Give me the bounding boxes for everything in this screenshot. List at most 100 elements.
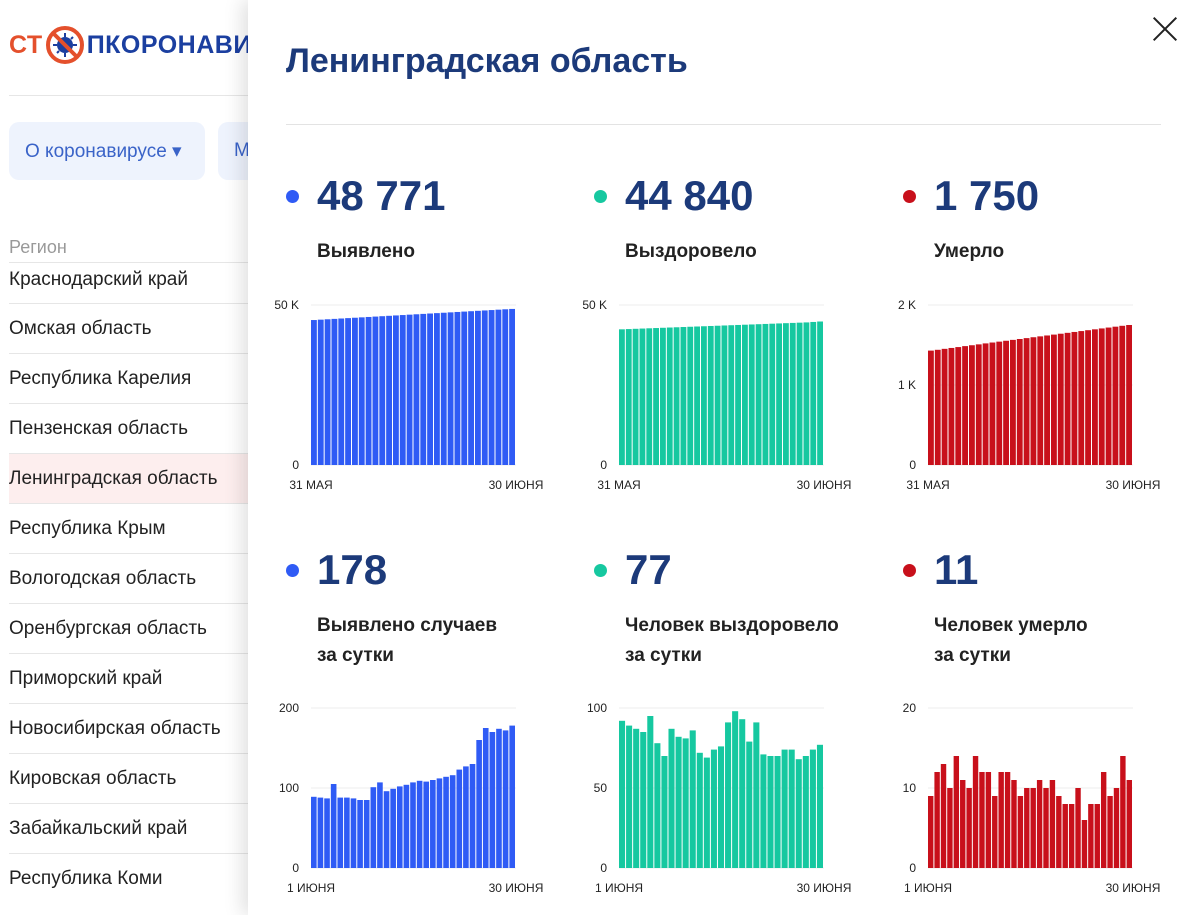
close-icon[interactable] xyxy=(1152,16,1178,42)
chart-bar xyxy=(982,343,989,465)
chart-y-tick-label: 0 xyxy=(600,861,607,875)
chart-bar xyxy=(1088,804,1094,868)
chart-bar xyxy=(311,320,317,465)
chart-bar xyxy=(1057,333,1064,465)
chart-bar xyxy=(502,309,509,465)
chart-bar xyxy=(1081,820,1088,868)
chart-bar xyxy=(1004,772,1011,868)
stat-chart: 0 1 K 2 K 31 МАЯ 30 ИЮНЯ xyxy=(898,298,1160,492)
chart-y-tick-label: 0 xyxy=(909,861,916,875)
chart-bar xyxy=(399,315,406,465)
region-row[interactable]: Кировская область xyxy=(9,753,259,803)
chart-bar xyxy=(682,738,689,868)
region-row[interactable]: Новосибирская область xyxy=(9,703,259,753)
chart-bar xyxy=(989,342,996,465)
stat-chart: 0 50 K 31 МАЯ 30 ИЮНЯ xyxy=(274,298,543,492)
site-logo[interactable]: СТ ПКОРОНАВИ xyxy=(9,24,252,66)
chart-bar xyxy=(760,754,767,868)
chart-bar xyxy=(675,736,682,868)
chart-y-tick-label: 50 K xyxy=(582,298,607,312)
chart-y-tick-label: 50 xyxy=(594,781,608,795)
chart-bar xyxy=(810,321,817,465)
chart-bar xyxy=(396,786,403,868)
region-row[interactable]: Краснодарский край xyxy=(9,262,259,303)
chart-bar xyxy=(317,319,324,465)
chart-bar xyxy=(427,313,433,465)
chart-bar xyxy=(1085,330,1091,465)
stat-label: Выявлено xyxy=(317,241,415,262)
region-row[interactable]: Омская область xyxy=(9,303,259,353)
chart-bar xyxy=(463,766,469,868)
chart-bar xyxy=(390,788,396,868)
chart-bar xyxy=(953,756,960,868)
stat-chart: 0 50 K 31 МАЯ 30 ИЮНЯ xyxy=(582,298,851,492)
region-row[interactable]: Приморский край xyxy=(9,653,259,703)
chart-bar xyxy=(1051,334,1057,465)
region-column-header: Регион xyxy=(9,237,67,257)
chart-bar xyxy=(795,759,802,868)
stat-label: за сутки xyxy=(317,645,394,666)
chart-bar xyxy=(928,796,934,868)
chart-bar xyxy=(625,329,632,465)
chart-bar xyxy=(753,722,760,868)
background-page: СТ ПКОРОНАВИ О коронавирусе ▾ М Регион К… xyxy=(0,0,278,915)
chart-bar xyxy=(1062,804,1068,868)
chart-bar xyxy=(668,728,675,868)
chart-bar xyxy=(960,780,966,868)
chart-bar xyxy=(1105,327,1112,465)
chart-bar xyxy=(377,782,383,868)
stat-dot-icon xyxy=(903,190,916,203)
chart-bar xyxy=(619,720,626,868)
chart-bar xyxy=(352,317,358,465)
chart-bar xyxy=(1068,804,1075,868)
panel-divider xyxy=(286,124,1161,125)
chart-bar xyxy=(632,328,639,465)
stat-label: Человек выздоровело xyxy=(625,615,839,636)
chart-bar xyxy=(1112,326,1119,465)
chart-bar xyxy=(767,756,774,868)
logo-text-part2: ПКОРОНАВИ xyxy=(86,30,252,59)
region-row[interactable]: Пензенская область xyxy=(9,403,259,453)
chart-y-tick-label: 0 xyxy=(600,458,607,472)
chart-bar xyxy=(975,344,982,465)
chart-x-label-end: 30 ИЮНЯ xyxy=(489,881,544,895)
stat-label: Умерло xyxy=(934,241,1005,262)
chart-x-label-start: 1 ИЮНЯ xyxy=(595,881,643,895)
chart-bar xyxy=(703,757,710,868)
stat-dot-icon xyxy=(286,190,299,203)
chart-bar xyxy=(972,756,979,868)
chart-bar xyxy=(639,328,646,465)
chart-bar xyxy=(732,711,739,868)
chart-bar xyxy=(1016,339,1023,465)
chart-y-tick-label: 0 xyxy=(909,458,916,472)
chart-bar xyxy=(707,325,714,465)
chart-bar xyxy=(1037,336,1044,465)
chart-bar xyxy=(363,800,370,868)
region-row[interactable]: Вологодская область xyxy=(9,553,259,603)
region-row-active[interactable]: Ленинградская область xyxy=(9,453,259,503)
chart-bar xyxy=(447,312,454,465)
chart-bar xyxy=(755,324,762,465)
chart-bar xyxy=(661,756,668,868)
chart-y-tick-label: 1 K xyxy=(898,378,916,392)
stat-value: 77 xyxy=(625,546,672,593)
chart-bar xyxy=(502,730,509,868)
chart-bar xyxy=(717,746,725,868)
chart-bar xyxy=(1120,756,1126,868)
chart-bar xyxy=(372,316,379,465)
chart-bar xyxy=(1017,796,1024,868)
region-row[interactable]: Оренбургская область xyxy=(9,603,259,653)
chart-bar xyxy=(456,769,463,868)
region-row[interactable]: Республика Крым xyxy=(9,503,259,553)
chart-y-tick-label: 100 xyxy=(279,781,299,795)
chart-bar xyxy=(1011,780,1017,868)
chart-bar xyxy=(330,784,337,868)
chart-bar xyxy=(789,322,796,465)
chart-y-tick-label: 2 K xyxy=(898,298,916,312)
menu-about-coronavirus[interactable]: О коронавирусе ▾ xyxy=(9,122,205,180)
region-row[interactable]: Республика Карелия xyxy=(9,353,259,403)
region-row[interactable]: Республика Коми xyxy=(9,853,259,903)
chart-bar xyxy=(413,314,420,465)
region-list: Краснодарский край Омская область Республи… xyxy=(9,262,259,915)
region-row[interactable]: Забайкальский край xyxy=(9,803,259,853)
